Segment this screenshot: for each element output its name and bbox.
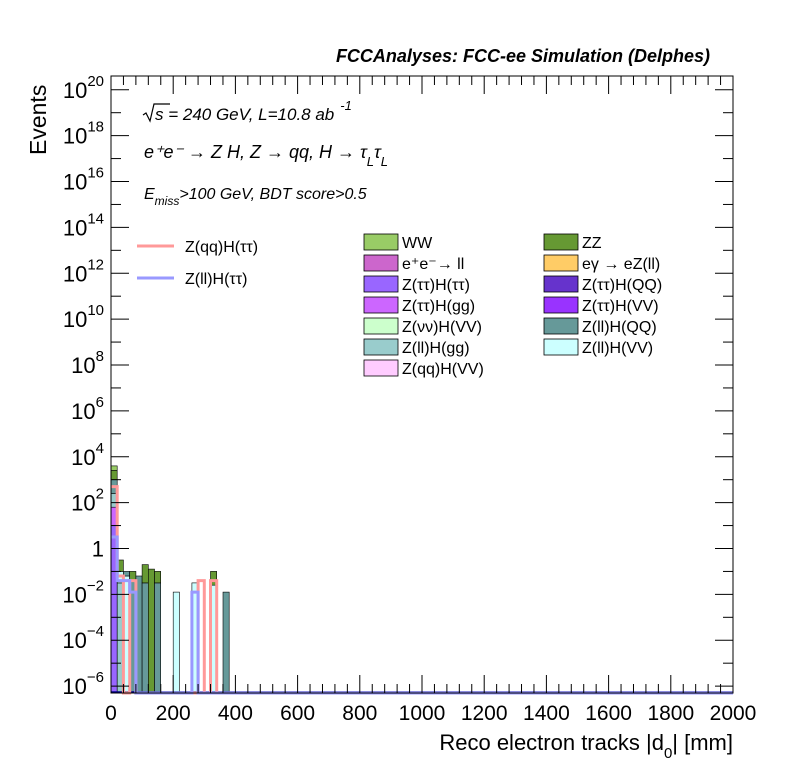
legend-background: WW ZZ e⁺e⁻→ ll eγ → eZ(ll) Z(ττ)H(ττ) Z(ττ)H(… [363,233,662,378]
y-tick-label: 1012 [63,256,104,286]
y-axis-label: Events [25,85,51,155]
sqrt-symbol [142,103,170,123]
x-tick-label: 200 [156,702,191,725]
legend-bkg-swatch [543,233,579,251]
x-tick-label: 2000 [710,702,757,725]
legend-bkg-label: e⁺e⁻→ ll [402,256,464,273]
bar-0-4 [110,470,118,480]
y-tick-label: 1010 [63,302,104,332]
legend-bkg-label: eγ → eZ(ll) [582,256,660,273]
legend-bkg-label: ZZ [582,235,602,252]
x-axis-label: Reco electron tracks |d0| [mm] [439,730,733,762]
legend-bkg-label: Z(ll)H(gg) [402,340,470,357]
legend-bkg-swatch [363,254,399,272]
bar-7-0 [154,582,161,694]
bar-6-0 [148,568,155,694]
y-tick-label: 10−2 [62,577,104,607]
x-tick-label: 1200 [461,702,508,725]
legend-bkg-swatch [363,338,399,356]
x-tick-label: 1400 [523,702,570,725]
x-tick-label: 400 [218,702,253,725]
legend-bkg-swatch [543,275,579,293]
legend-bkg-swatch [363,233,399,251]
y-tick-label: 104 [71,440,104,470]
y-tick-label: 1018 [63,119,104,149]
bar-5-1 [141,564,149,584]
x-axis-ticks: 0 200 400 600 800 1000 1200 1400 1600 1800 2000 [105,76,756,725]
signal-llH-tautau-curve [111,535,733,695]
legend-bkg-swatch [363,359,399,377]
legend-signal-label: Z(ll)H(ττ) [185,271,247,288]
y-tick-label: 102 [71,486,104,516]
annotation-process: e⁺e⁻ → Z H, Z → qq, H → τLτL [144,142,388,169]
x-axis-label-main: Reco electron tracks |d [439,730,664,755]
svg-text:e⁺e⁻ → Z H, Z → qq, H → τLτL: e⁺e⁻ → Z H, Z → qq, H → τLτL [144,142,388,169]
y-tick-label: 10−6 [62,669,104,699]
legend-bkg-label: Z(ττ)H(QQ) [582,277,662,294]
legend-bkg-label: Z(ττ)H(VV) [582,298,659,315]
legend-bkg-swatch [363,296,399,314]
x-axis-label-sub: 0 [664,745,672,762]
y-axis-ticks: 10−6 10−4 10−2 1 102 104 106 108 1010 1012 1014 101… [62,73,733,699]
x-tick-label: 0 [105,702,117,725]
svg-text:s = 240 GeV, L=10.8 ab-1: s = 240 GeV, L=10.8 ab -1 [155,98,352,124]
legend-bkg-label: Z(ττ)H(gg) [402,298,475,315]
legend-bkg-label: Z(qq)H(VV) [402,361,484,378]
y-tick-label: 1 [92,536,104,561]
y-tick-label: 106 [71,394,104,424]
x-axis-label-tail: | [mm] [672,730,733,755]
signal-curves [111,485,733,695]
bar-8-0 [172,591,180,694]
legend-bkg-swatch [543,338,579,356]
bar-7-1 [154,571,161,584]
annotation-energy: s = 240 GeV, L=10.8 ab -1 [142,98,352,124]
chart-title: FCCAnalyses: FCC-ee Simulation (Delphes) [336,46,710,66]
legend-bkg-label: Z(ττ)H(ττ) [402,277,470,294]
x-tick-label: 600 [280,702,315,725]
y-tick-label: 10−4 [62,623,104,653]
legend-bkg-label: Z(ll)H(VV) [582,340,653,357]
bar-10-1 [210,571,217,586]
bar-11-0 [222,591,230,694]
legend-signal-label: Z(qq)H(ττ) [185,239,258,256]
legend-bkg-swatch [543,317,579,335]
x-tick-label: 1800 [647,702,694,725]
x-tick-label: 1000 [399,702,446,725]
y-tick-label: 1020 [63,73,104,103]
legend-bkg-label: Z(νν)H(VV) [402,319,482,336]
legend-bkg-swatch [543,296,579,314]
legend-bkg-swatch [543,254,579,272]
annotation-cut: Emiss>100 GeV, BDT score>0.5 [144,186,367,208]
legend-bkg-swatch [363,317,399,335]
y-tick-label: 1016 [63,165,104,195]
x-tick-label: 1600 [585,702,632,725]
legend-bkg-swatch [363,275,399,293]
legend-signal: Z(qq)H(ττ) Z(ll)H(ττ) [137,239,258,288]
y-tick-label: 108 [71,348,104,378]
bar-5-0 [141,582,149,694]
svg-text:Emiss>100 GeV, BDT score>0.5: Emiss>100 GeV, BDT score>0.5 [144,186,367,208]
bar-0-5 [110,465,118,471]
legend-bkg-label: WW [402,235,433,252]
y-tick-label: 1014 [63,210,104,240]
signal-qqH-tautau-curve [111,485,733,695]
legend-bkg-label: Z(ll)H(QQ) [582,319,657,336]
x-tick-label: 800 [342,702,377,725]
